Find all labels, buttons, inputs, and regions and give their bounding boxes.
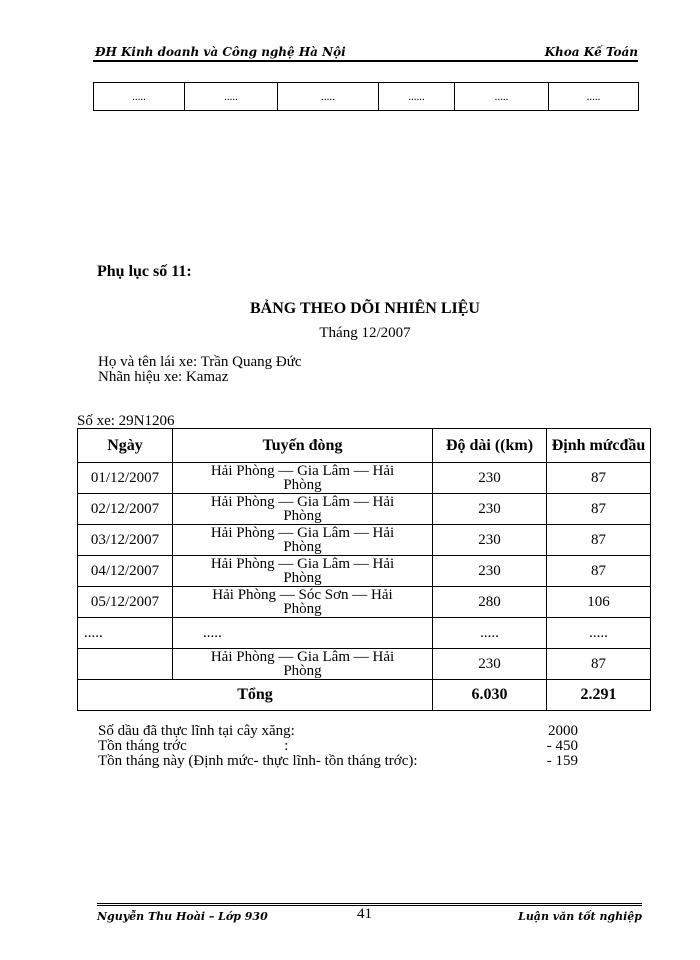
route-cell: Hải Phòng — Gia Lâm — Hải Phòng	[172, 648, 433, 680]
continued-table: ..... ..... ..... ...... ..... .....	[93, 82, 639, 111]
summary-line: Tồn tháng trớc : - 450	[98, 739, 578, 754]
length-cell: 280	[432, 586, 547, 618]
cell: ......	[378, 82, 455, 111]
length-cell: 230	[432, 462, 547, 494]
table-row: 05/12/2007 Hải Phòng — Sóc Sơn — Hải Phòn…	[77, 586, 651, 618]
total-quota: 2.291	[546, 679, 651, 711]
date-cell: 05/12/2007	[77, 586, 173, 618]
length-cell: 230	[432, 524, 547, 556]
quota-cell: 87	[546, 555, 651, 587]
summary-line: Số dầu đã thực lĩnh tại cây xăng: 2000	[98, 724, 578, 739]
summary-label: Tồn tháng trớc :	[98, 738, 289, 754]
route-cell: Hải Phòng — Gia Lâm — Hải Phòng	[172, 524, 433, 556]
col-date: Ngày	[77, 428, 173, 463]
total-length: 6.030	[432, 679, 547, 711]
month-label: Tháng 12/2007	[319, 325, 411, 341]
summary-value: 2000	[548, 723, 578, 739]
route-cell: Hải Phòng — Gia Lâm — Hải Phòng	[172, 493, 433, 525]
col-route: Tuyến đòng	[172, 428, 433, 463]
table-row: Hải Phòng — Gia Lâm — Hải Phòng 230 87	[77, 648, 651, 680]
fuel-table: Ngày Tuyến đòng Độ dài ((km) Định mứcđầu…	[77, 428, 651, 711]
header-right: Khoa Kế Toán	[544, 45, 638, 59]
table-row: ....................	[77, 617, 651, 649]
page-title: BẢNG THEO DÕI NHIÊN LIỆU	[250, 300, 480, 317]
quota-cell: 87	[546, 648, 651, 680]
page-number: 41	[357, 906, 372, 922]
table-row: 03/12/2007 Hải Phòng — Gia Lâm — Hải Phòn…	[77, 524, 651, 556]
route-cell: Hải Phòng — Gia Lâm — Hải Phòng	[172, 555, 433, 587]
table-header: Ngày Tuyến đòng Độ dài ((km) Định mứcđầu	[77, 428, 651, 463]
date-cell	[77, 648, 173, 680]
summary-value: - 159	[546, 753, 578, 769]
length-cell: 230	[432, 648, 547, 680]
summary-line: Tồn tháng này (Định mức- thực lĩnh- tồn …	[98, 754, 578, 769]
col-length: Độ dài ((km)	[432, 428, 547, 463]
table-row: 02/12/2007 Hải Phòng — Gia Lâm — Hải Phòn…	[77, 493, 651, 525]
total-label: Tổng	[77, 679, 433, 711]
quota-cell: 87	[546, 462, 651, 494]
total-row: Tổng 6.030 2.291	[77, 679, 651, 711]
quota-cell: 87	[546, 493, 651, 525]
header-rule	[93, 60, 638, 62]
length-cell: .....	[432, 617, 547, 649]
length-cell: 230	[432, 555, 547, 587]
length-cell: 230	[432, 493, 547, 525]
route-cell: Hải Phòng — Gia Lâm — Hải Phòng	[172, 462, 433, 494]
summary-label: Tồn tháng này (Định mức- thực lĩnh- tồn …	[98, 753, 418, 769]
route-cell: Hải Phòng — Sóc Sơn — Hải Phòng	[172, 586, 433, 618]
summary: Số dầu đã thực lĩnh tại cây xăng: 2000 Tồn…	[98, 724, 578, 769]
cell: .....	[93, 82, 185, 111]
summary-value: - 450	[546, 738, 578, 754]
date-cell: 02/12/2007	[77, 493, 173, 525]
date-cell: 03/12/2007	[77, 524, 173, 556]
footer-rule	[97, 903, 642, 906]
cell: .....	[277, 82, 379, 111]
header-left: ĐH Kinh doanh và Công nghệ Hà Nội	[95, 45, 346, 59]
cell: .....	[548, 82, 639, 111]
plate-number: Số xe: 29N1206	[77, 413, 175, 429]
date-cell: 04/12/2007	[77, 555, 173, 587]
quota-cell: 87	[546, 524, 651, 556]
cell: .....	[184, 82, 278, 111]
cell: .....	[454, 82, 549, 111]
footer-left: Nguyễn Thu Hoài – Lớp 930	[97, 910, 268, 923]
col-quota: Định mứcđầu	[546, 428, 651, 463]
summary-label: Số dầu đã thực lĩnh tại cây xăng:	[98, 723, 295, 739]
quota-cell: .....	[546, 617, 651, 649]
driver-info: Họ và tên lái xe: Trần Quang Đức Nhãn hi…	[98, 355, 302, 385]
date-cell: .....	[77, 617, 173, 649]
date-cell: 01/12/2007	[77, 462, 173, 494]
quota-cell: 106	[546, 586, 651, 618]
table-row: 04/12/2007 Hải Phòng — Gia Lâm — Hải Phòn…	[77, 555, 651, 587]
route-cell: .....	[172, 617, 433, 649]
appendix-label: Phụ lục số 11:	[97, 263, 192, 280]
footer-right: Luận văn tốt nghiệp	[518, 910, 642, 923]
vehicle-brand: Nhãn hiệu xe: Kamaz	[98, 369, 229, 385]
driver-name: Họ và tên lái xe: Trần Quang Đức	[98, 354, 302, 370]
table-row: 01/12/2007 Hải Phòng — Gia Lâm — Hải Phòn…	[77, 462, 651, 494]
